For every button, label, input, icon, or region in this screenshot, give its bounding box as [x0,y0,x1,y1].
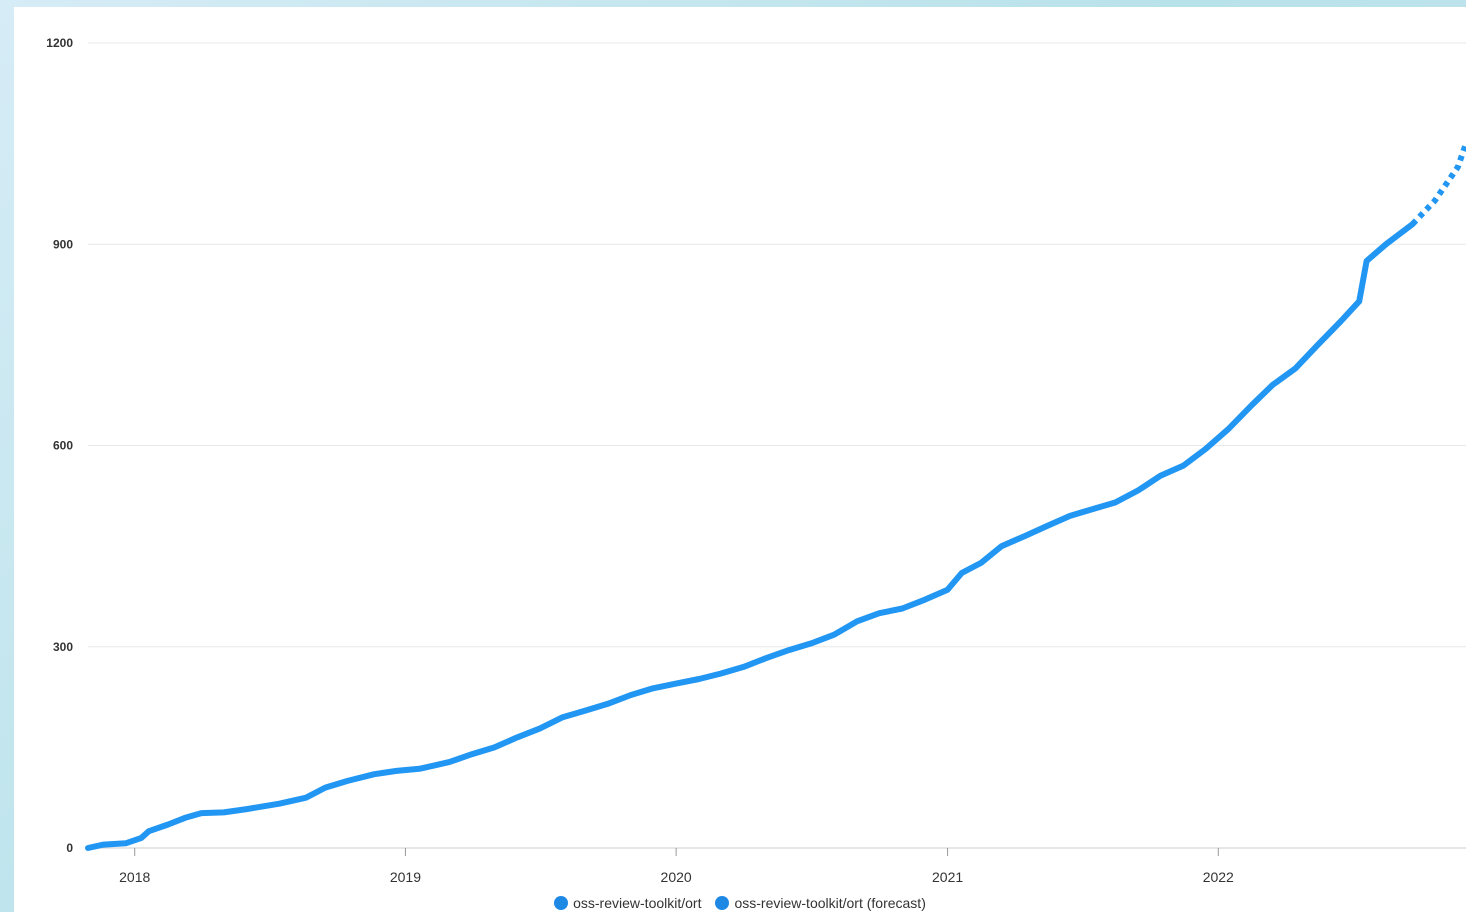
legend-dot-icon [715,896,730,910]
legend-item-actual[interactable]: oss-review-toolkit/ort [554,895,701,911]
legend: oss-review-toolkit/ort oss-review-toolki… [14,894,1466,912]
x-axis-ticks: 2018 2019 2020 2021 2022 [119,848,1234,885]
actual-series-line[interactable] [85,221,1416,851]
line-chart: 0 300 600 900 1200 2018 2019 2020 2021 2022 [46,36,1466,885]
y-axis-ticks: 0 300 600 900 1200 [46,36,73,855]
x-tick-label: 2019 [390,869,421,885]
legend-label-actual: oss-review-toolkit/ort [573,895,702,911]
legend-dot-icon [554,896,569,910]
y-tick-label: 900 [53,237,73,251]
x-tick-label: 2018 [119,869,150,885]
forecast-series-line[interactable] [1410,142,1466,227]
x-tick-label: 2020 [661,869,692,885]
chart-panel: 0 300 600 900 1200 2018 2019 2020 2021 2022 oss-… [14,7,1466,912]
y-tick-label: 600 [53,439,73,453]
y-tick-label: 0 [66,841,73,855]
x-tick-label: 2021 [932,869,963,885]
series-layer [85,142,1466,851]
y-tick-label: 300 [53,640,73,654]
gridlines [88,42,1466,849]
legend-label-forecast: oss-review-toolkit/ort (forecast) [734,895,926,911]
y-tick-label: 1200 [46,36,73,50]
legend-item-forecast[interactable]: oss-review-toolkit/ort (forecast) [715,895,926,911]
x-tick-label: 2022 [1203,869,1234,885]
